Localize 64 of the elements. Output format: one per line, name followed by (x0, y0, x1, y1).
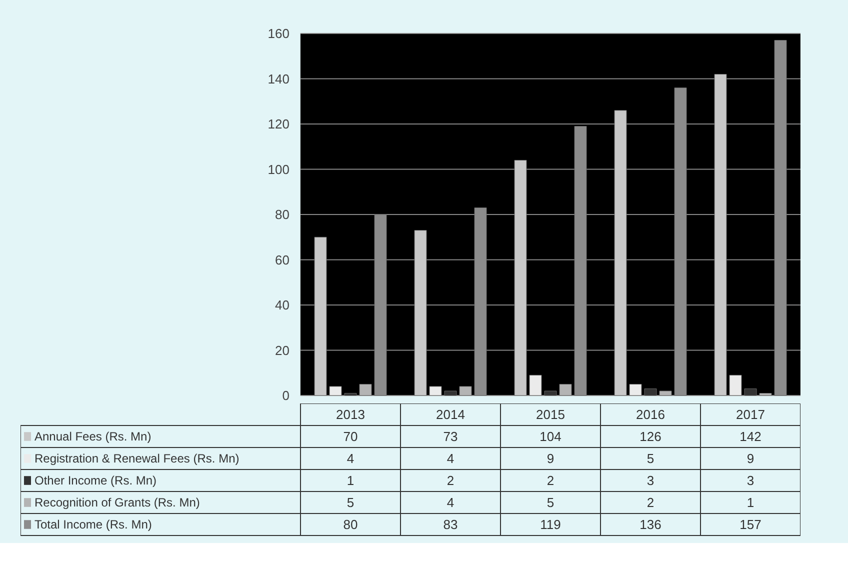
legend-label: Other Income (Rs. Mn) (34, 474, 157, 488)
y-tick-label: 40 (275, 298, 290, 312)
y-tick-label: 100 (268, 162, 290, 177)
bar (329, 386, 342, 396)
data-label: 5 (346, 495, 354, 510)
data-label: 126 (640, 429, 662, 444)
x-tick-label: 2015 (536, 407, 565, 422)
data-label: 83 (443, 517, 458, 532)
data-label: 4 (446, 495, 454, 510)
bar (544, 390, 557, 396)
data-label: 80 (343, 517, 358, 532)
y-tick-label: 160 (268, 26, 290, 41)
y-tick-label: 60 (275, 252, 290, 268)
bar (559, 384, 572, 396)
bar (714, 74, 727, 396)
data-label: 9 (546, 451, 554, 466)
data-label: 73 (443, 429, 458, 444)
bar (629, 384, 642, 396)
data-label: 2 (646, 495, 654, 510)
x-tick-label: 2014 (436, 407, 465, 422)
data-label: 2 (546, 473, 554, 488)
legend-label: Recognition of Grants (Rs. Mn) (34, 496, 200, 510)
data-label: 4 (346, 451, 354, 466)
bar (414, 230, 427, 396)
data-label: 157 (740, 517, 762, 532)
bar (759, 392, 772, 396)
bar (614, 110, 627, 396)
y-tick-label: 0 (282, 388, 290, 403)
x-tick-label: 2013 (336, 407, 365, 422)
data-label: 70 (343, 429, 358, 444)
data-label: 3 (646, 473, 654, 488)
data-label: 119 (540, 517, 561, 532)
data-label: 4 (446, 451, 454, 466)
legend-label: Registration & Renewal Fees (Rs. Mn) (34, 452, 240, 466)
legend-label: Annual Fees (Rs. Mn) (34, 430, 152, 444)
data-label: 9 (746, 451, 754, 466)
y-tick-label: 80 (275, 207, 290, 222)
data-label: 2 (446, 473, 454, 488)
data-label: 136 (640, 517, 662, 532)
y-tick-label: 120 (268, 116, 290, 132)
bar (744, 388, 757, 396)
data-label: 104 (540, 429, 562, 444)
bar (429, 386, 442, 396)
data-label: 142 (740, 429, 762, 444)
x-tick-label: 2016 (636, 407, 665, 422)
legend-label: Total Income (Rs. Mn) (34, 518, 152, 532)
bar (729, 374, 742, 396)
bar (359, 384, 372, 396)
bar (314, 236, 327, 396)
data-label: 5 (546, 495, 554, 510)
bar (444, 390, 457, 396)
bar (644, 388, 657, 396)
bar (459, 386, 472, 396)
y-tick-label: 20 (275, 342, 290, 358)
bar (344, 392, 357, 396)
bar (659, 390, 672, 396)
data-label: 1 (346, 473, 354, 488)
bar (529, 374, 542, 396)
y-tick-label: 140 (268, 71, 290, 86)
bar (514, 160, 527, 396)
x-tick-label: 2017 (736, 407, 765, 422)
data-label: 3 (746, 473, 754, 488)
data-label: 5 (646, 451, 654, 466)
data-label: 1 (746, 495, 754, 510)
